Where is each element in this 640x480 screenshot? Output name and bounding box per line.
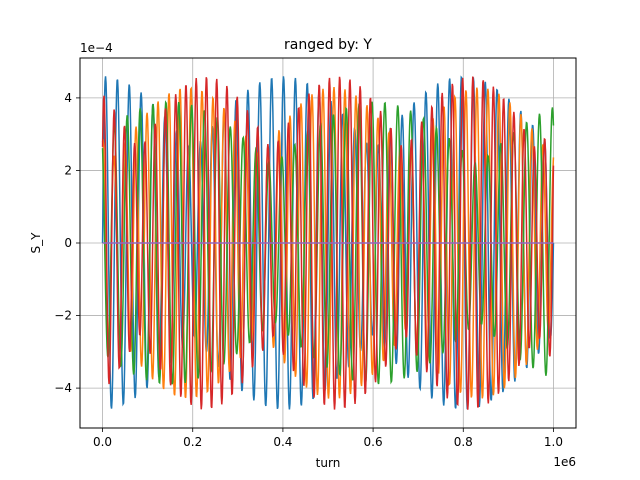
y-tick-label: 0 xyxy=(64,236,72,250)
x-tick-label: 0.2 xyxy=(183,435,202,449)
y-axis-label: S_Y xyxy=(29,232,43,254)
series-layer xyxy=(101,75,555,410)
y-axis-ticks: −4 −2 0 2 4 xyxy=(54,91,80,395)
x-tick-label: 1.0 xyxy=(544,435,563,449)
x-tick-label: 0.0 xyxy=(93,435,112,449)
y-tick-label: 4 xyxy=(64,91,72,105)
x-offset-label: 1e6 xyxy=(553,455,576,469)
x-tick-label: 0.6 xyxy=(364,435,383,449)
x-axis-ticks: 0.0 0.2 0.4 0.6 0.8 1.0 xyxy=(93,428,563,449)
chart-title: ranged by: Y xyxy=(284,37,372,53)
y-offset-label: 1e−4 xyxy=(80,41,113,55)
y-tick-label: −4 xyxy=(54,381,72,395)
y-tick-label: −2 xyxy=(54,309,72,323)
x-tick-label: 0.8 xyxy=(454,435,473,449)
x-tick-label: 0.4 xyxy=(273,435,292,449)
series-line-4 xyxy=(101,76,555,410)
x-axis-label: turn xyxy=(316,456,341,470)
y-tick-label: 2 xyxy=(64,163,72,177)
